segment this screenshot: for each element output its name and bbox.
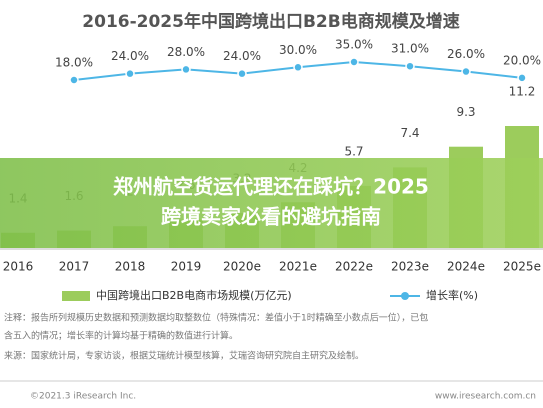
legend-label: 增长率(%) [426,288,478,302]
data-label: 24.0% [111,49,149,63]
growth-point [405,61,415,71]
x-tick-label: 2024e [447,260,485,274]
banner-line: 跨境卖家必看的避坑指南 [161,205,381,229]
data-label: 35.0% [335,38,373,52]
chart-title: 2016-2025年中国跨境出口B2B电商规模及增速 [82,11,459,32]
growth-point [461,66,471,77]
growth-point [293,62,303,73]
x-tick-label: 2019 [171,260,202,274]
copyright: ©2021.3 iResearch Inc. [30,392,136,402]
note: 来源：国家统计局，专家访谈，根据艾瑞统计模型核算，艾瑞咨询研究院自主研究及绘制。 [4,350,364,362]
x-tick-label: 2018 [115,260,146,274]
x-tick-label: 2023e [391,260,429,274]
data-label: 28.0% [167,45,205,59]
banner-bg [0,158,543,248]
data-label: 5.7 [344,144,363,158]
note: 注释：报告所列规模历史数据和预测数据均取整数位（特殊情况：差值小于1时精确至小数… [4,312,428,324]
x-tick-label: 2025e [503,260,541,274]
x-tick-label: 2020e [223,260,261,274]
growth-point [517,73,527,83]
legend-swatch [401,292,409,300]
note: 含五入的情况；增长率的计算均基于精确的数值进行计算。 [4,330,238,342]
data-label: 20.0% [503,53,541,67]
x-tick-label: 2022e [335,260,373,274]
legend: 中国跨境出口B2B电商市场规模(万亿元) 增长率(%) [62,288,478,302]
data-label: 7.4 [400,126,419,140]
legend-label: 中国跨境出口B2B电商市场规模(万亿元) [96,288,292,302]
x-tick-label: 2016 [3,260,34,274]
data-label: 9.3 [456,105,475,119]
growth-point [125,68,135,79]
growth-point [181,64,191,75]
legend-swatch [62,291,90,301]
banner-line: 郑州航空货运代理还在踩坑？2025 [113,175,429,199]
data-label: 26.0% [447,47,485,61]
data-label: 31.0% [391,42,429,56]
x-tick-label: 2021e [279,260,317,274]
data-label: 24.0% [223,49,261,63]
growth-point [349,57,359,67]
data-label: 30.0% [279,43,317,57]
growth-point [69,75,79,85]
data-label: 18.0% [55,56,93,70]
data-label: 11.2 [509,85,536,99]
website: www.iresearch.com.cn [435,392,536,402]
x-tick-label: 2017 [59,260,90,274]
growth-point [237,68,247,79]
